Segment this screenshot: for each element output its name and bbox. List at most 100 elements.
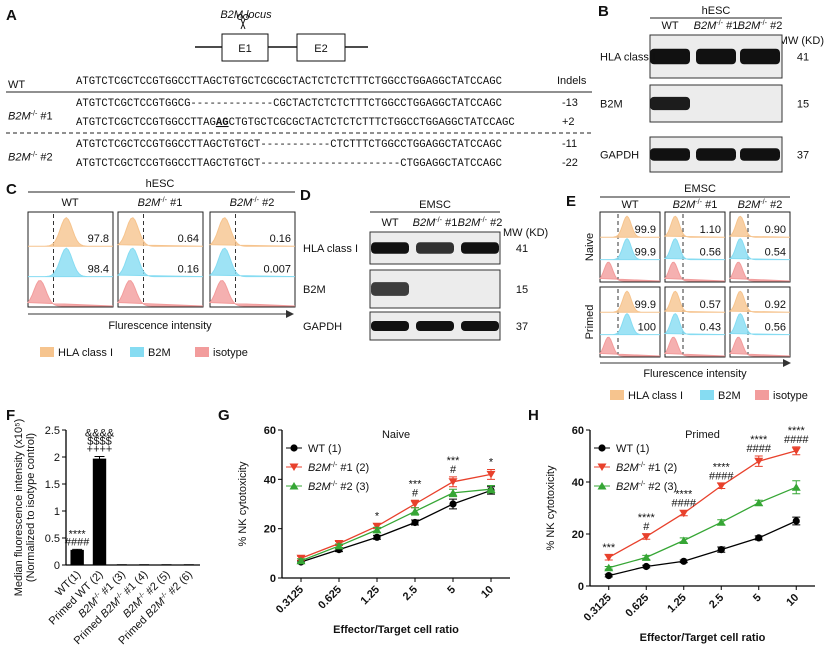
panel-label: G (218, 407, 230, 424)
text-part: #2 (767, 199, 782, 211)
facs-value: 0.56 (700, 247, 721, 259)
annotation: #### (747, 443, 772, 455)
text-part: B2M (673, 199, 696, 211)
text-part: B2M (616, 481, 639, 493)
histogram (664, 336, 726, 357)
y-tick-label: 0 (54, 560, 60, 572)
histogram (728, 238, 791, 261)
band (696, 48, 736, 65)
mw-value: 15 (797, 99, 809, 111)
marker (290, 444, 298, 452)
annotation: #### (709, 470, 734, 482)
protein-label: HLA class I (303, 243, 358, 255)
x-tick-label: 5 (445, 584, 458, 597)
legend-label: B2M (718, 390, 741, 402)
y-tick-label: 40 (572, 477, 584, 489)
annotation: *** (447, 455, 461, 467)
band (416, 320, 454, 332)
exon-label: E1 (238, 43, 251, 55)
annotation: #### (672, 498, 697, 510)
chart-title: Naive (382, 429, 410, 441)
x-tick-label: 10 (479, 584, 496, 601)
text-part: B2M (616, 462, 639, 474)
annotation: $$$$ (87, 435, 111, 447)
legend-swatch (755, 390, 769, 400)
histogram (664, 261, 726, 282)
text-part: -/- (760, 198, 767, 206)
histogram (600, 290, 660, 313)
marker (372, 525, 382, 534)
marker (680, 557, 688, 565)
legend-swatch (195, 347, 209, 357)
text-part: #2 (37, 152, 52, 164)
histogram (116, 217, 204, 247)
histogram (117, 280, 204, 307)
bar (92, 458, 107, 565)
marker (791, 447, 801, 455)
histogram (28, 217, 113, 247)
legend-label: HLA class I (58, 347, 113, 359)
text-part: -/- (31, 110, 38, 118)
band (650, 96, 690, 111)
annotation: # (450, 464, 457, 476)
text-part: Primed (72, 612, 107, 647)
facs-value: 0.92 (765, 299, 786, 311)
band (371, 282, 409, 296)
text-part: -/- (92, 590, 103, 601)
marker (754, 498, 764, 507)
mw-value: 37 (516, 321, 528, 333)
text-part: #2 (3) (645, 481, 677, 493)
series-line (300, 473, 492, 559)
marker (791, 483, 801, 491)
legend-label: WT (1) (616, 443, 649, 455)
text-part: -/- (159, 590, 170, 601)
annotation: **** (713, 461, 731, 473)
error-bar (94, 455, 105, 461)
histogram (209, 280, 296, 307)
panel-label: B (598, 3, 609, 20)
mw-value: 15 (516, 284, 528, 296)
indel: -22 (562, 157, 578, 169)
sequence: ATGTCTCGCTCCGTGGCCTTAGCTGTGCT-----------… (76, 139, 502, 151)
histogram (728, 313, 791, 336)
y-tick-label: 0 (270, 573, 276, 585)
histogram (728, 290, 791, 313)
lane-label: B2M-/- #1 (413, 216, 458, 229)
annotation: #### (784, 434, 809, 446)
annotation: #### (65, 536, 90, 548)
x-tick-label: 0.3125 (274, 584, 306, 616)
band (461, 320, 499, 332)
histogram (663, 290, 726, 313)
band (740, 48, 780, 65)
x-tick-label: 1.25 (358, 584, 382, 608)
cell-title: hESC (146, 178, 175, 190)
sequence-part: CTGTGCTCGCGCTACTCTCTCTTTCTGGCCTGGAGGCTAT… (229, 117, 515, 129)
text-part: -/- (435, 216, 442, 224)
sequence: ATGTCTCGCTCCGTGGCG-------------CGCTACTCT… (76, 98, 502, 110)
histogram (729, 336, 791, 357)
facs-value: 0.54 (765, 247, 786, 259)
protein-label: B2M (600, 99, 623, 111)
histogram (27, 280, 114, 307)
text-part: B2M (230, 197, 253, 209)
facs-value: 98.4 (88, 264, 109, 276)
column-label: B2M-/- #2 (230, 196, 275, 209)
text-part: #1 (2) (337, 462, 369, 474)
scissors-icon (237, 14, 249, 30)
y-tick-label: 2 (54, 452, 60, 464)
marker (373, 533, 381, 541)
text-part: -/- (114, 590, 125, 601)
text-part: -/- (695, 198, 702, 206)
series-line (608, 486, 797, 569)
histogram (599, 336, 661, 357)
x-tick-label: 2.5 (401, 584, 420, 603)
y-axis-label: Median fluorescence intensity (x10⁵) (13, 419, 25, 597)
histogram (116, 247, 204, 278)
band (650, 148, 690, 161)
x-tick-label: 10 (784, 592, 801, 609)
text-part: -/- (252, 196, 259, 204)
indel: -11 (562, 138, 577, 150)
cell-title: EMSC (684, 183, 716, 195)
mw-header: MW (KD) (779, 35, 824, 47)
